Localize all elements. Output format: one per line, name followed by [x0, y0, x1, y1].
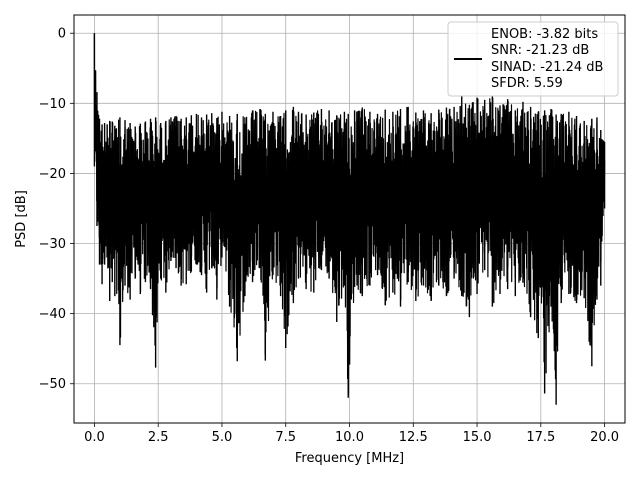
- psd-trace: [93, 33, 606, 405]
- x-tick-label: 7.5: [275, 430, 296, 445]
- x-tick-label: 10.0: [335, 430, 364, 445]
- y-tick-label: −20: [39, 167, 66, 182]
- x-tick-label: 12.5: [399, 430, 428, 445]
- legend-entry-enob: ENOB: -3.82 bits: [491, 27, 598, 42]
- x-tick-label: 20.0: [590, 430, 619, 445]
- x-tick-label: 0.0: [84, 430, 105, 445]
- psd-noise-line: [93, 33, 606, 394]
- y-tick-label: 0: [58, 27, 66, 42]
- legend-entry-sfdr: SFDR: 5.59: [491, 76, 563, 91]
- y-axis-ticks: 0 −10 −20 −30 −40 −50: [39, 27, 74, 392]
- x-tick-label: 2.5: [148, 430, 169, 445]
- x-axis-ticks: 0.0 2.5 5.0 7.5 10.0 12.5 15.0 17.5 20.0: [84, 423, 619, 445]
- legend-box: [447, 21, 619, 97]
- legend-entry-sinad: SINAD: -21.24 dB: [491, 60, 603, 75]
- y-axis-label: PSD [dB]: [14, 190, 29, 248]
- y-tick-label: −40: [39, 307, 66, 322]
- x-tick-label: 5.0: [212, 430, 233, 445]
- legend-entry-snr: SNR: -21.23 dB: [491, 43, 589, 58]
- x-tick-label: 17.5: [526, 430, 555, 445]
- y-tick-label: −30: [39, 237, 66, 252]
- x-tick-label: 15.0: [463, 430, 492, 445]
- legend: ENOB: -3.82 bits SNR: -21.23 dB SINAD: -…: [447, 21, 619, 97]
- y-tick-label: −10: [39, 97, 66, 112]
- y-tick-label: −50: [39, 377, 66, 392]
- x-axis-label: Frequency [MHz]: [295, 451, 404, 466]
